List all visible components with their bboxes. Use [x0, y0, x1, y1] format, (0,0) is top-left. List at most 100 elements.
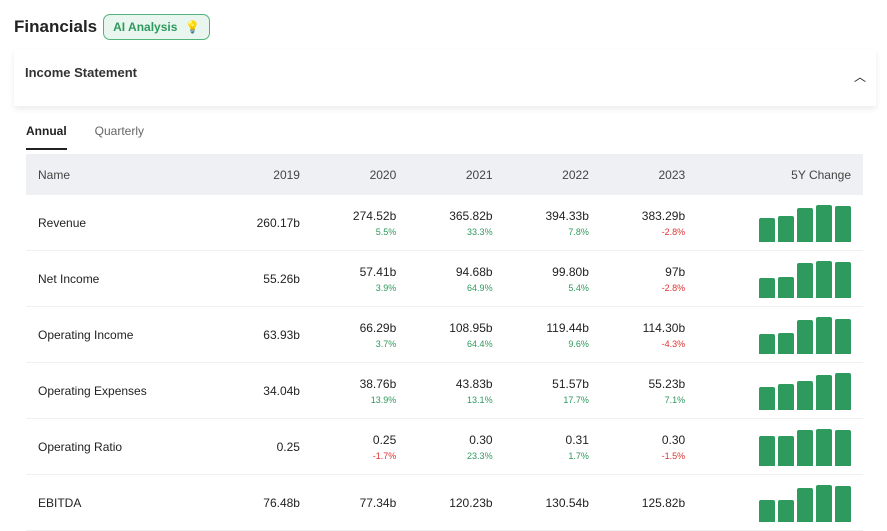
value-cell: 0.25 -1.7% [311, 418, 409, 475]
column-header: 2021 [408, 154, 505, 195]
value: 66.29b [359, 320, 397, 335]
row-name: Operating Ratio [26, 418, 216, 475]
spark-bar [835, 205, 851, 242]
column-header: 2020 [311, 154, 409, 195]
spark-bar [759, 333, 775, 354]
spark-bar [816, 484, 832, 522]
value-cell: 66.29b 3.7% [311, 306, 409, 363]
value: 0.30 [661, 432, 686, 447]
change-percent: 3.9% [375, 282, 397, 293]
value: 63.93b [263, 327, 300, 342]
value-cell: 383.29b -2.8% [600, 195, 698, 251]
value: 97b [665, 264, 686, 279]
value: 55.23b [648, 376, 686, 391]
change-percent: 33.3% [467, 226, 493, 237]
spark-bar [835, 318, 851, 354]
spark-bar [835, 261, 851, 298]
value: 114.30b [642, 320, 686, 335]
change-percent: 7.1% [664, 394, 686, 405]
spark-bar [816, 428, 832, 466]
value: 76.48b [263, 495, 300, 510]
ai-analysis-label: AI Analysis [113, 20, 178, 34]
spark-bar [759, 217, 775, 242]
chevron-up-icon[interactable]: ︿ [853, 70, 866, 84]
row-name: Operating Income [26, 306, 216, 363]
table-row: Operating Income 63.93b 66.29b 3.7% 108.95b 6… [26, 306, 863, 363]
sparkline-cell [697, 362, 863, 419]
value: 94.68b [455, 264, 493, 279]
change-percent: 23.3% [467, 450, 493, 461]
value-cell: 0.31 1.7% [504, 418, 601, 475]
lightbulb-icon: 💡 [185, 20, 201, 34]
spark-bar [797, 429, 813, 466]
value-cell: 108.95b 64.4% [408, 306, 505, 363]
column-header: 2023 [600, 154, 698, 195]
section-title: Income Statement [25, 65, 137, 80]
change-percent: 64.4% [467, 338, 493, 349]
value: 57.41b [359, 264, 397, 279]
period-tabs: Annual Quarterly [26, 124, 144, 150]
value: 0.25 [372, 432, 397, 447]
value: 55.26b [263, 271, 300, 286]
spark-bar [778, 215, 794, 242]
value-cell: 55.23b 7.1% [600, 362, 698, 419]
value-cell: 99.80b 5.4% [504, 250, 601, 307]
value: 77.34b [359, 495, 397, 510]
page-title: Financials [14, 17, 98, 36]
value-cell: 94.68b 64.9% [408, 250, 505, 307]
value-cell: 0.30 23.3% [408, 418, 505, 475]
value: 108.95b [449, 320, 493, 335]
table-row: Net Income 55.26b 57.41b 3.9% 94.68b 64.9% 99.… [26, 250, 863, 307]
spark-bar [835, 372, 851, 410]
sparkline-cell [697, 250, 863, 307]
ai-analysis-button[interactable]: AI Analysis 💡 [103, 14, 211, 40]
tab-quarterly[interactable]: Quarterly [94, 124, 145, 138]
value: 0.31 [565, 432, 589, 447]
value: 0.30 [469, 432, 493, 447]
sparkline-cell [697, 195, 863, 251]
value-cell: 119.44b 9.6% [504, 306, 601, 363]
spark-bar [797, 380, 813, 410]
column-header: 2022 [504, 154, 601, 195]
change-percent: -2.8% [661, 282, 686, 293]
value-cell: 125.82b [600, 474, 698, 531]
value-cell: 394.33b 7.8% [504, 195, 601, 251]
spark-bar [778, 383, 794, 410]
table-row: Operating Expenses 34.04b 38.76b 13.9% 43.83… [26, 362, 863, 419]
spark-bar [797, 262, 813, 298]
change-percent: 64.9% [467, 282, 493, 293]
spark-bar [816, 204, 832, 242]
value: 38.76b [359, 376, 397, 391]
tab-annual[interactable]: Annual [26, 124, 67, 150]
column-header: 2019 [215, 154, 312, 195]
value: 120.23b [449, 495, 493, 510]
value-cell: 43.83b 13.1% [408, 362, 505, 419]
spark-bar [835, 485, 851, 522]
spark-bar [759, 435, 775, 466]
value-cell: 34.04b [215, 362, 312, 419]
spark-bar [816, 260, 832, 298]
change-percent: 13.9% [370, 394, 397, 405]
spark-bar [797, 207, 813, 242]
change-percent: 17.7% [563, 394, 589, 405]
change-percent: -2.8% [661, 226, 686, 237]
value: 99.80b [552, 264, 589, 279]
sparkline-cell [697, 418, 863, 475]
value-cell: 38.76b 13.9% [311, 362, 409, 419]
column-header: 5Y Change [697, 154, 863, 195]
value-cell: 97b -2.8% [600, 250, 698, 307]
row-name: Revenue [26, 195, 216, 251]
table-row: EBITDA 76.48b 77.34b 120.23b 130.54b 125.82b [26, 474, 863, 531]
change-percent: -4.3% [661, 338, 686, 349]
change-percent: 1.7% [568, 450, 589, 461]
value: 34.04b [263, 383, 300, 398]
value-cell: 63.93b [215, 306, 312, 363]
value-cell: 76.48b [215, 474, 312, 531]
spark-bar [778, 276, 794, 298]
header: Financials AI Analysis 💡 [14, 14, 211, 40]
sparkline-cell [697, 474, 863, 531]
income-statement-section[interactable]: Income Statement ︿ [14, 50, 876, 106]
value-cell: 365.82b 33.3% [408, 195, 505, 251]
spark-bar [835, 429, 851, 466]
value-cell: 57.41b 3.9% [311, 250, 409, 307]
